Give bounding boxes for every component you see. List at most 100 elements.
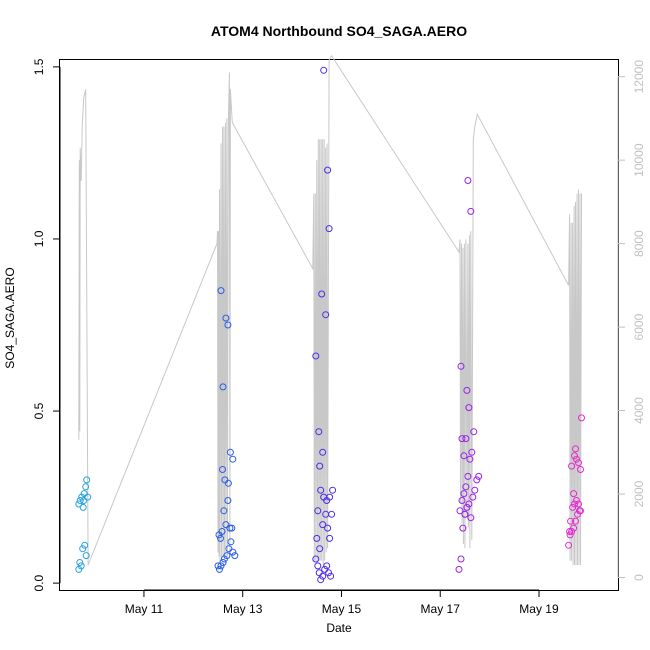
data-point: [80, 497, 88, 504]
data-point: [468, 448, 476, 456]
data-point: [82, 552, 90, 560]
plot-frame: [59, 59, 619, 591]
data-point: [457, 362, 465, 370]
data-point: [217, 534, 224, 542]
y-axis-label: SO4_SAGA.AERO: [3, 267, 17, 368]
y2-tick-label: 8000: [632, 230, 646, 257]
data-point: [462, 483, 470, 491]
data-point: [469, 493, 477, 501]
y-tick-label: 1.5: [32, 58, 46, 75]
data-point: [568, 462, 576, 470]
data-point: [317, 576, 325, 584]
data-point: [577, 466, 584, 473]
data-point: [456, 507, 464, 515]
data-point: [219, 559, 227, 566]
data-point: [575, 459, 582, 467]
data-point: [568, 528, 576, 535]
data-point: [315, 569, 323, 577]
data-point: [459, 524, 467, 532]
data-point: [566, 531, 574, 539]
y-tick-label: 1.0: [32, 230, 46, 247]
y2-tick-label: 2000: [632, 480, 646, 507]
data-point: [314, 562, 322, 570]
data-point: [470, 428, 478, 436]
y2-tick-label: 4000: [632, 397, 646, 424]
data-point: [457, 555, 465, 563]
data-point: [76, 497, 84, 504]
data-point: [323, 562, 331, 570]
data-point: [325, 225, 333, 233]
data-point: [463, 386, 471, 394]
data-point: [569, 503, 577, 511]
data-point: [325, 569, 333, 577]
data-point: [577, 507, 584, 515]
data-point: [320, 66, 328, 74]
data-point: [328, 510, 336, 518]
data-point: [81, 541, 89, 549]
data-point: [571, 500, 578, 508]
data-point: [225, 545, 233, 553]
data-point: [461, 510, 469, 518]
x-tick-label: May 19: [519, 602, 559, 616]
data-point: [84, 493, 92, 501]
x-tick-label: May 17: [421, 602, 461, 616]
chart-title: ATOM4 Northbound SO4_SAGA.AERO: [211, 23, 467, 39]
data-point: [79, 545, 87, 553]
data-point: [77, 562, 85, 570]
data-point: [462, 435, 470, 443]
data-point: [467, 514, 475, 522]
y2-tick-label: 10000: [632, 143, 646, 177]
data-point: [214, 562, 222, 570]
data-point: [566, 528, 574, 535]
data-point: [226, 524, 234, 532]
data-point: [315, 428, 323, 436]
data-point: [316, 462, 324, 470]
data-point: [75, 565, 83, 573]
data-point: [466, 455, 474, 463]
data-point: [317, 486, 325, 494]
y2-tick-label: 0: [632, 574, 646, 581]
data-point: [571, 452, 578, 460]
data-point: [327, 572, 335, 580]
y2-tick-label: 6000: [632, 313, 646, 340]
x-tick-label: May 15: [322, 602, 362, 616]
data-point: [578, 414, 585, 422]
data-point: [223, 552, 231, 560]
data-point: [312, 555, 320, 563]
data-point: [80, 490, 88, 498]
y-tick-label: 0.5: [32, 402, 46, 419]
data-point: [229, 455, 237, 463]
data-point: [475, 472, 483, 480]
data-point: [575, 500, 582, 508]
data-point: [222, 314, 230, 322]
data-point: [79, 503, 87, 511]
data-point: [570, 490, 578, 498]
data-point: [570, 524, 578, 532]
y-axis: 0.0 0.5 1.0 1.5: [32, 58, 61, 591]
data-point: [224, 479, 232, 487]
data-point: [460, 490, 468, 498]
data-point: [312, 352, 320, 360]
data-point: [220, 507, 228, 515]
data-point: [83, 476, 91, 484]
data-point: [573, 497, 580, 504]
data-point: [224, 497, 232, 504]
data-point: [329, 486, 337, 494]
x-axis-label: Date: [326, 621, 352, 635]
data-point: [464, 177, 472, 184]
data-point: [455, 565, 463, 573]
data-point: [471, 486, 479, 494]
data-point: [326, 534, 334, 542]
altitude-layer: [78, 54, 582, 566]
data-point: [572, 517, 579, 525]
data-point: [465, 404, 473, 412]
data-point: [217, 562, 225, 570]
x-tick-label: May 11: [125, 602, 164, 616]
secondary-y-axis: 0 2000 4000 6000 8000 10000 12000: [617, 60, 646, 581]
data-point: [314, 507, 322, 515]
data-point: [82, 483, 90, 491]
data-point: [228, 524, 236, 532]
data-point: [458, 497, 466, 504]
data-point: [319, 572, 327, 580]
